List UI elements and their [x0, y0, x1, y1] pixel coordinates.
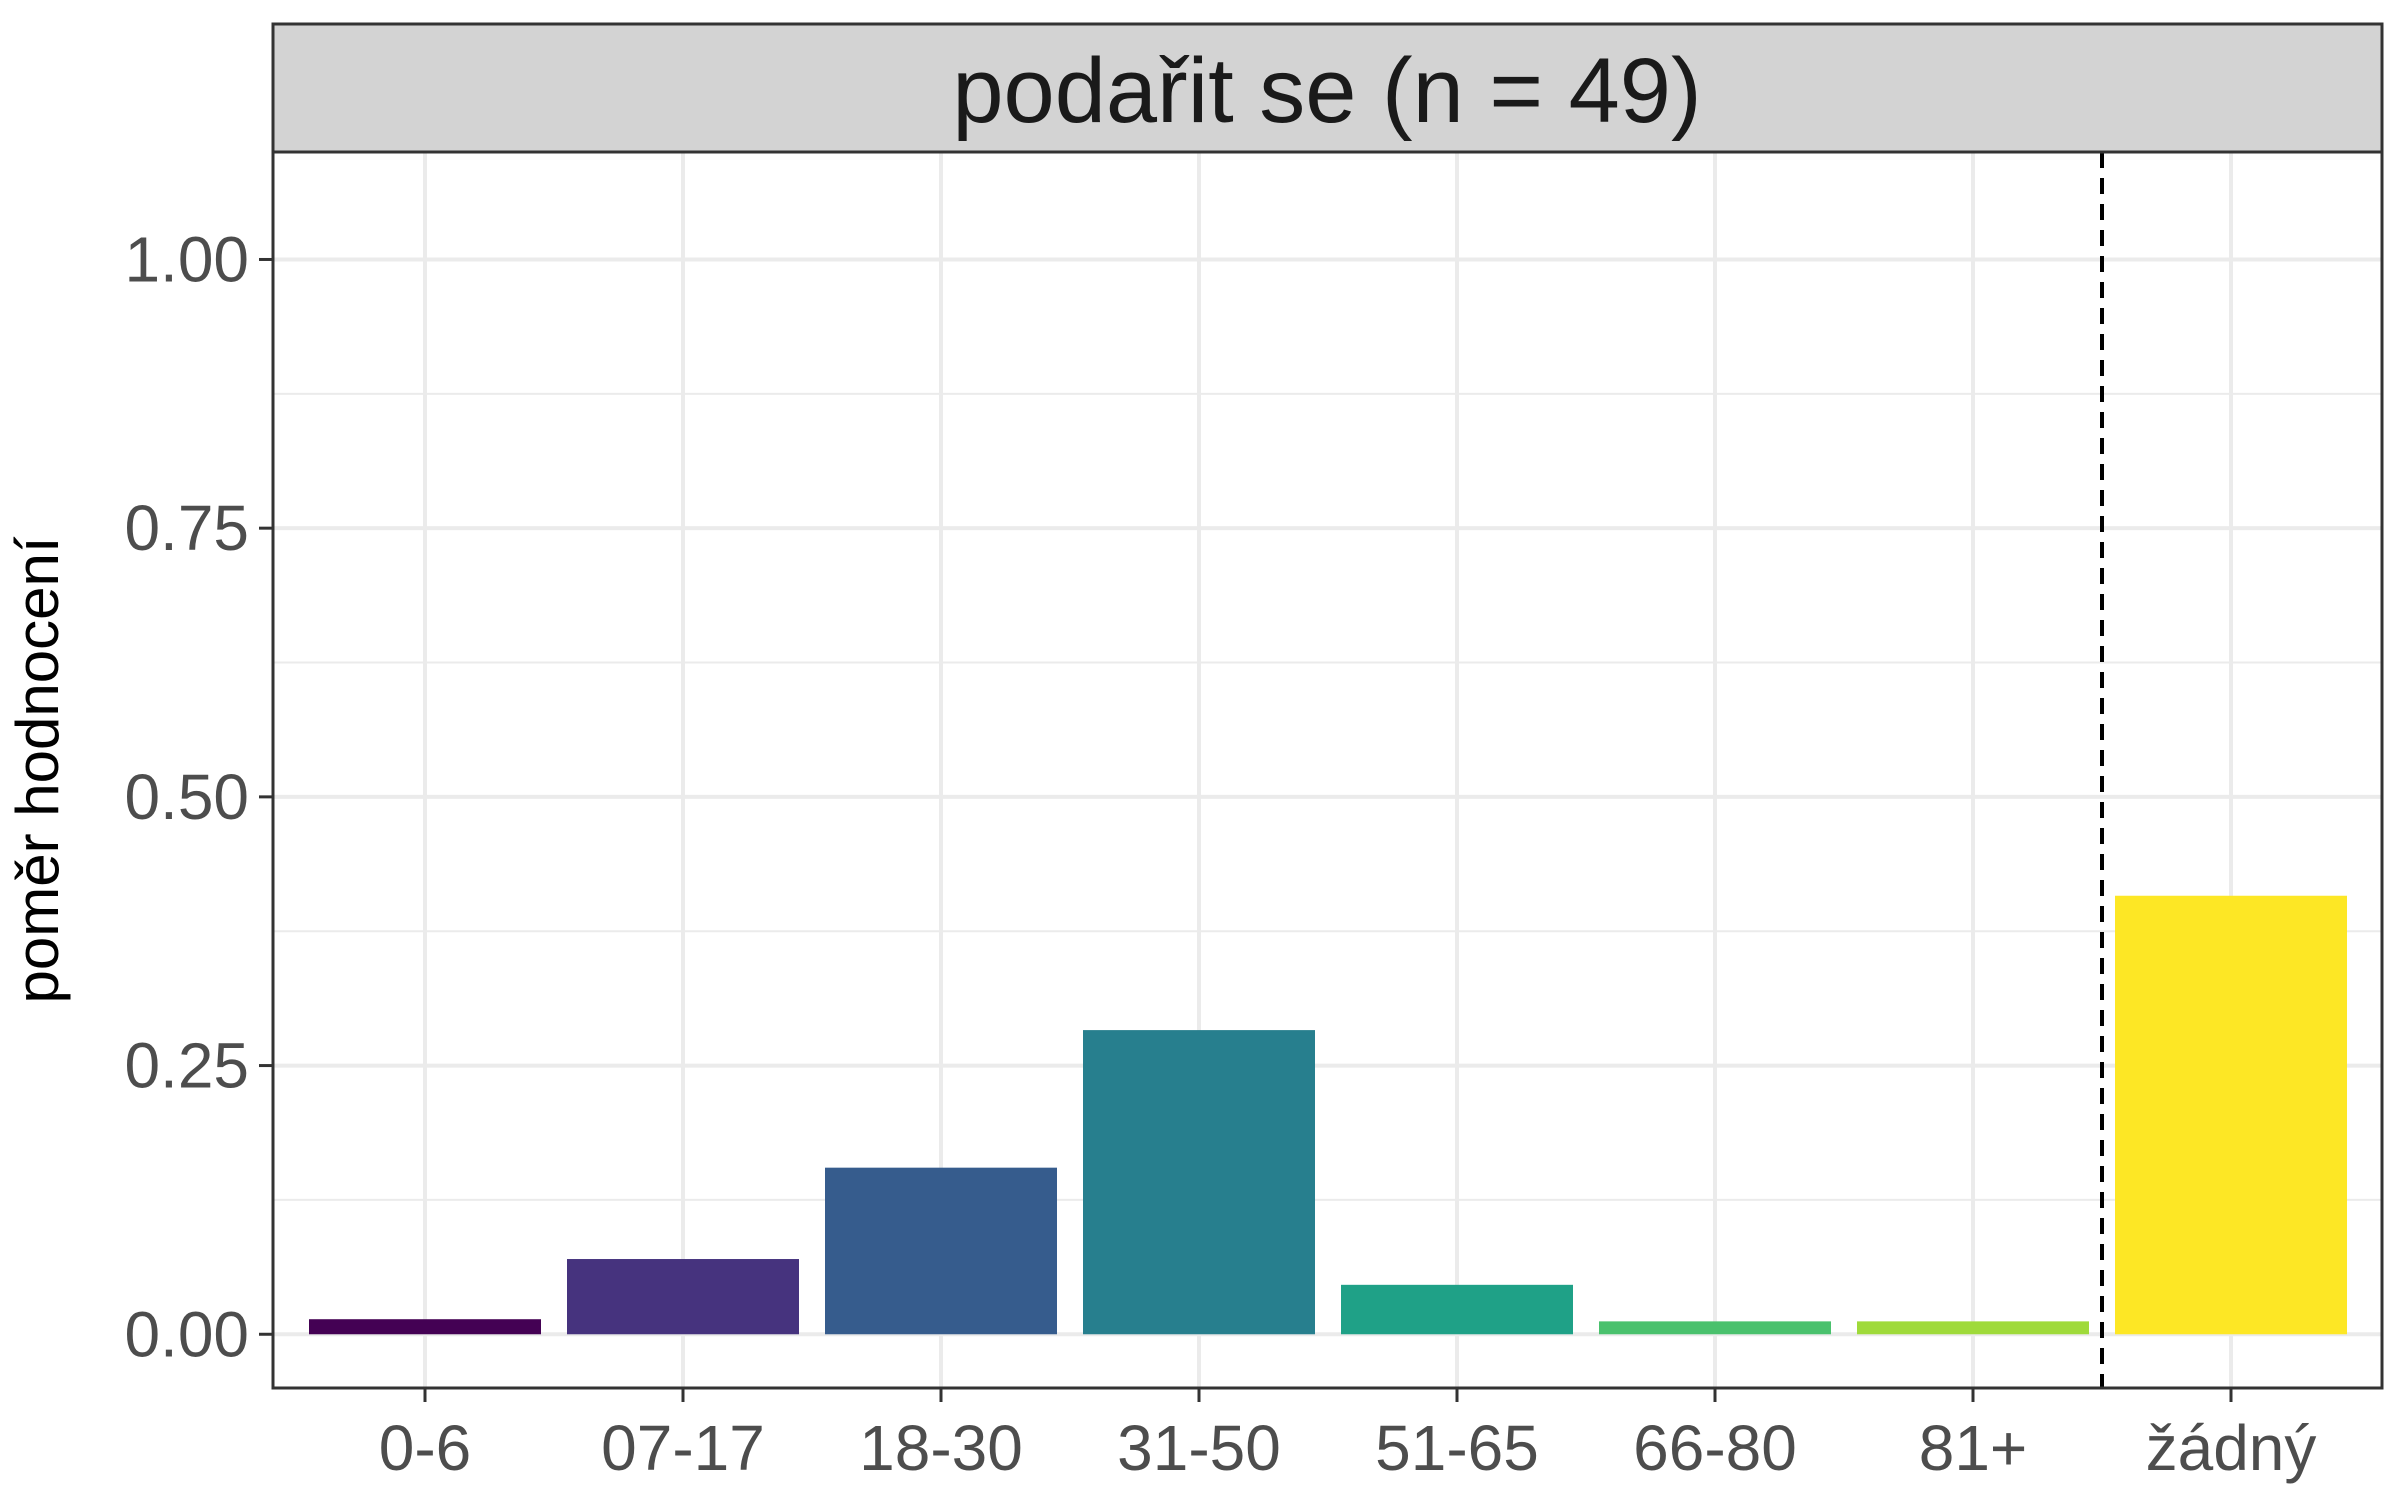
minor-gridlines	[273, 392, 2382, 1201]
bar-0-6	[309, 1319, 541, 1335]
x-tick-label: 18-30	[859, 1412, 1023, 1484]
x-tick-label: 66-80	[1633, 1412, 1797, 1484]
y-axis-title: poměr hodnocení	[4, 536, 71, 1003]
x-axis: 0-6 07-17 18-30 31-50 51-65 66-80 81+ žádný	[379, 1388, 2317, 1484]
bar-31-50	[1083, 1030, 1315, 1335]
major-gridlines	[273, 152, 2382, 1388]
x-tick-label: 07-17	[601, 1412, 765, 1484]
bar-51-65	[1341, 1284, 1573, 1335]
y-tick-label: 0.50	[124, 761, 249, 833]
bar-18-30	[825, 1167, 1057, 1335]
y-tick-label: 0.75	[124, 492, 249, 564]
y-axis: 0.00 0.25 0.50 0.75 1.00	[124, 223, 273, 1370]
bar-07-17	[567, 1259, 799, 1335]
facet-title: podařit se (n = 49)	[952, 40, 1701, 142]
x-tick-label: 31-50	[1117, 1412, 1281, 1484]
x-tick-label: žádný	[2146, 1412, 2317, 1484]
x-tick-label: 0-6	[379, 1412, 472, 1484]
bar-66-80	[1599, 1321, 1831, 1335]
y-tick-label: 1.00	[124, 223, 249, 295]
bar-žádný	[2115, 895, 2347, 1335]
y-tick-label: 0.00	[124, 1298, 249, 1370]
plot-panel	[273, 152, 2382, 1388]
facet-strip	[271, 22, 2384, 154]
bar-81+	[1857, 1321, 2089, 1335]
panel-border	[271, 150, 2384, 1390]
x-tick-label: 81+	[1919, 1412, 2028, 1484]
x-tick-label: 51-65	[1375, 1412, 1539, 1484]
y-tick-label: 0.25	[124, 1030, 249, 1102]
bars-group	[309, 895, 2347, 1335]
